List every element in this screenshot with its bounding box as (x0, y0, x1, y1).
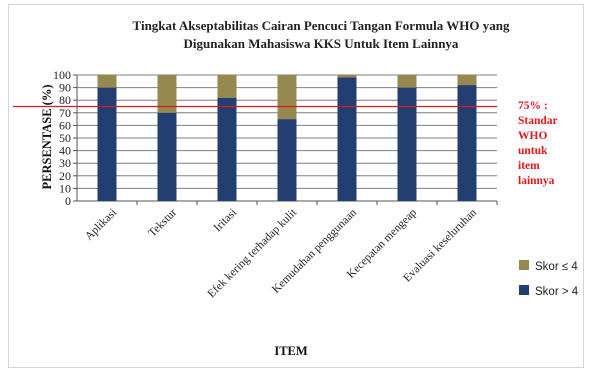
y-tick-label: 70 (59, 106, 71, 120)
bar-segment-skor-gt-4 (337, 77, 357, 201)
y-tick-label: 100 (53, 68, 71, 82)
reference-label-line: WHO (518, 130, 547, 142)
chart: Tingkat Akseptabilitas Cairan Pencuci Ta… (13, 18, 579, 358)
legend-swatch (519, 260, 529, 270)
chart-frame: Tingkat Akseptabilitas Cairan Pencuci Ta… (8, 4, 584, 368)
bar-segment-skor-gt-4 (97, 87, 117, 201)
reference-label: 75% : Standar WHO untuk item lainnya (518, 100, 558, 187)
reference-label-line: 75% : (518, 100, 548, 112)
y-tick-label: 30 (59, 156, 71, 170)
reference-label-line: lainnya (518, 175, 555, 187)
y-tick-label: 20 (59, 169, 71, 183)
y-axis-title: PERSENTASE (%) (40, 85, 54, 190)
bar-segment-skor-le-4 (457, 75, 477, 86)
bar-segment-skor-le-4 (397, 75, 417, 88)
bar-segment-skor-gt-4 (277, 119, 297, 201)
x-category-label: Tekstur (146, 207, 179, 240)
bar-segment-skor-gt-4 (397, 87, 417, 201)
x-category-label: Aplikasi (83, 207, 119, 243)
legend: Skor ≤ 4 Skor > 4 (519, 260, 579, 298)
reference-label-line: Standar (518, 115, 558, 127)
reference-label-line: item (518, 160, 540, 172)
bar-segment-skor-le-4 (337, 75, 357, 78)
chart-title-line-2: Digunakan Mahasiswa KKS Untuk Item Lainn… (184, 36, 459, 51)
bar-segment-skor-le-4 (157, 75, 177, 113)
x-axis-title: ITEM (274, 344, 308, 358)
chart-title-line-1: Tingkat Akseptabilitas Cairan Pencuci Ta… (133, 18, 510, 33)
y-tick-label: 60 (59, 118, 71, 132)
y-tick-label: 10 (59, 181, 71, 195)
bars (97, 75, 477, 201)
y-tick-label: 0 (65, 194, 71, 208)
bar-segment-skor-gt-4 (217, 97, 237, 201)
y-tick-label: 40 (59, 144, 71, 158)
legend-label: Skor ≤ 4 (535, 261, 578, 273)
y-tick-label: 90 (59, 81, 71, 95)
bar-segment-skor-gt-4 (457, 85, 477, 201)
legend-label: Skor > 4 (535, 286, 579, 298)
bar-segment-skor-gt-4 (157, 112, 177, 201)
bar-segment-skor-le-4 (217, 75, 237, 98)
reference-label-line: untuk (518, 145, 548, 157)
x-category-label: Iritasi (212, 207, 239, 234)
bar-segment-skor-le-4 (97, 75, 117, 88)
y-tick-label: 50 (59, 131, 71, 145)
y-tick-label: 80 (59, 93, 71, 107)
legend-swatch (519, 285, 529, 295)
bar-segment-skor-le-4 (277, 75, 297, 120)
